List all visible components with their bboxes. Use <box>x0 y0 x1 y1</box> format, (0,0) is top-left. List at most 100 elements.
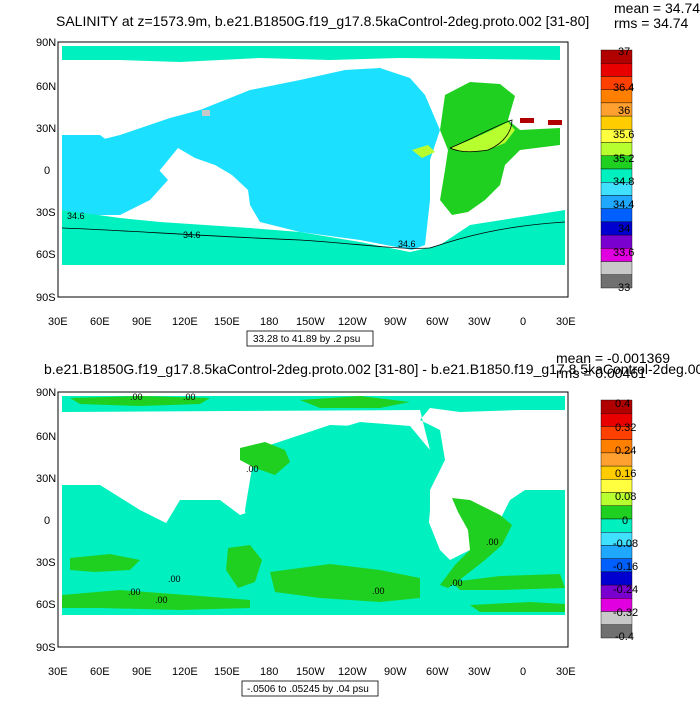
anomaly-south-atlantic <box>452 574 565 590</box>
x-tick-label: 30W <box>468 666 491 678</box>
x-tick-label: 120E <box>172 316 198 328</box>
cb-label: 36 <box>618 105 630 117</box>
cb-label: 35.2 <box>613 153 634 165</box>
contour-label-1: 34.6 <box>67 211 85 221</box>
difference-map-panel: b.e21.B1850G.f19_g17.8.5kaControl-2deg.p… <box>0 350 700 700</box>
y-tick-label: 90N <box>36 387 56 399</box>
contour-label: .00 <box>168 574 181 584</box>
x-tick-label: 180 <box>260 316 278 328</box>
colorbar-swatch <box>600 274 633 289</box>
x-tick-label: 120W <box>338 666 367 678</box>
x-tick-label: 180 <box>260 666 278 678</box>
ocean-pacific <box>245 425 430 600</box>
cb-label: -0.16 <box>613 561 638 573</box>
ocean-atlantic <box>440 82 560 215</box>
cb-label: 0.16 <box>615 468 636 480</box>
x-tick-label: 150E <box>214 666 240 678</box>
gray-patch <box>202 110 210 116</box>
y-tick-label: 90S <box>36 292 56 304</box>
colorbar-labels: 37 36.4 36 35.6 35.2 34.8 34.4 34 33.6 3… <box>613 46 634 294</box>
map-plot-area: .00 .00 .00 .00 .00 .00 .00 .00 .00 <box>57 391 569 648</box>
anomaly-arctic <box>70 396 210 406</box>
colorbar-swatch <box>600 63 633 77</box>
colorbar-labels: 0.4 0.32 0.24 0.16 0.08 0 -0.08 -0.16 -0… <box>613 398 638 643</box>
map-plot-area: 34.6 34.6 34.6 <box>57 41 569 298</box>
contour-label: .00 <box>128 587 141 597</box>
x-tick-label: 150E <box>214 316 240 328</box>
x-tick-label: 90W <box>384 666 407 678</box>
med-outflow-tongue <box>450 122 515 152</box>
colorbar-swatch <box>600 624 633 639</box>
map-frame <box>57 41 569 298</box>
y-tick-label: 0 <box>44 515 50 527</box>
red-patch-red-sea <box>520 118 534 123</box>
y-axis: 90N 60N 30N 0 30S 60S 90S <box>36 387 56 654</box>
cb-label: 0 <box>622 515 628 527</box>
y-tick-label: 60S <box>36 599 56 611</box>
chart-title: SALINITY at z=1573.9m, b.e21.B1850G.f19_… <box>56 13 589 29</box>
contour-line-atlantic <box>449 119 513 153</box>
contour-label: .00 <box>130 392 143 402</box>
x-tick-label: 90E <box>132 316 152 328</box>
cb-label: -0.4 <box>615 631 634 643</box>
cb-label: 35.6 <box>613 129 634 141</box>
cb-label: 36.4 <box>613 82 634 94</box>
ocean-indian <box>62 135 168 215</box>
x-tick-label: 120W <box>338 316 367 328</box>
map-frame <box>57 391 569 648</box>
x-tick-label: 150W <box>296 316 325 328</box>
range-label: -.0506 to .05245 by .04 psu <box>247 684 369 695</box>
x-axis: 30E 60E 90E 120E 150E 180 150W 120W 90W … <box>48 666 576 678</box>
chart-title: b.e21.B1850G.f19_g17.8.5kaControl-2deg.p… <box>44 361 700 377</box>
x-tick-label: 120E <box>172 666 198 678</box>
ocean-arctic <box>62 46 560 62</box>
x-tick-label: 150W <box>296 666 325 678</box>
x-tick-label: 30E <box>556 316 576 328</box>
x-tick-label: 60E <box>90 666 110 678</box>
contour-label-2: 34.6 <box>183 230 201 240</box>
cb-label: 0.08 <box>615 491 636 503</box>
contour-label-3: 34.6 <box>398 239 416 249</box>
cb-label: 34.4 <box>613 199 634 211</box>
y-tick-label: 30N <box>36 473 56 485</box>
y-tick-label: 90S <box>36 642 56 654</box>
y-axis: 90N 60N 30N 0 30S 60S 90S <box>36 37 56 304</box>
x-tick-label: 90W <box>384 316 407 328</box>
x-tick-label: 90E <box>132 666 152 678</box>
ocean-pacific-indian <box>85 68 440 250</box>
x-axis: 30E 60E 90E 120E 150E 180 150W 120W 90W … <box>48 316 576 328</box>
anomaly-pacific-north <box>240 442 290 475</box>
ocean-southern <box>62 210 565 265</box>
y-tick-label: 30S <box>36 557 56 569</box>
range-box <box>241 680 379 697</box>
salinity-map-svg: SALINITY at z=1573.9m, b.e21.B1850G.f19_… <box>36 0 700 347</box>
anomaly-southern-band <box>62 590 250 610</box>
contour-label: .00 <box>155 595 168 605</box>
y-tick-label: 60N <box>36 431 56 443</box>
cb-label: -0.24 <box>613 584 638 596</box>
colorbar-swatch <box>600 261 633 275</box>
cb-label: 33.6 <box>613 247 634 259</box>
x-tick-label: 30E <box>48 666 68 678</box>
anomaly-atlantic <box>440 498 512 588</box>
salinity-map-panel: SALINITY at z=1573.9m, b.e21.B1850G.f19_… <box>0 0 700 350</box>
cb-label: 37 <box>618 46 630 58</box>
med-outflow-nw <box>412 145 435 158</box>
x-tick-label: 60W <box>426 316 449 328</box>
cb-label: -0.32 <box>613 607 638 619</box>
contour-line-34-6 <box>61 221 566 249</box>
contour-label: .00 <box>486 537 499 547</box>
cb-label: 0.32 <box>615 422 636 434</box>
x-tick-label: 30E <box>48 316 68 328</box>
contour-label: .00 <box>450 578 463 588</box>
difference-map-svg: b.e21.B1850G.f19_g17.8.5kaControl-2deg.p… <box>36 350 700 697</box>
anomaly-maritime <box>226 545 262 588</box>
stat-rms: rms = 0.00461 <box>556 365 646 381</box>
y-tick-label: 90N <box>36 37 56 49</box>
colorbar-swatch <box>600 115 633 130</box>
x-tick-label: 30E <box>556 666 576 678</box>
red-patch-gulf <box>548 120 562 125</box>
range-box <box>246 330 374 347</box>
anomaly-north-atlantic <box>300 396 410 408</box>
y-tick-label: 30S <box>36 207 56 219</box>
